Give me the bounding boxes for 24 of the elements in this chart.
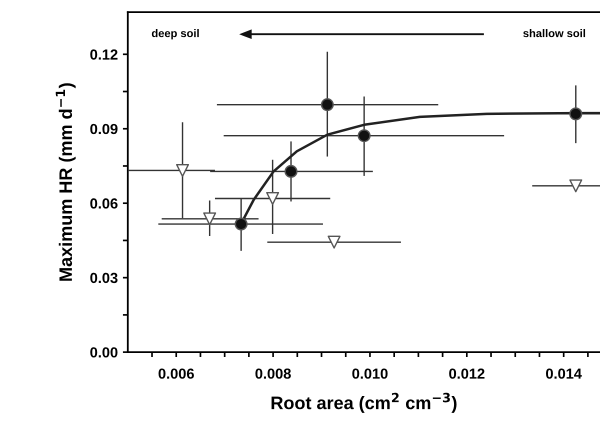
point <box>284 164 298 178</box>
y-tick-label: 0.00 <box>90 347 118 358</box>
point <box>176 164 190 177</box>
point <box>320 98 334 112</box>
point <box>234 218 248 231</box>
y-axis-title: Maximum HR (mm d$^{−1}$) <box>56 83 76 281</box>
point <box>328 236 341 249</box>
point <box>266 192 280 205</box>
x-tick-label: 0.008 <box>255 368 291 379</box>
x-tick-label: 0.006 <box>158 368 194 379</box>
x-tick-label: 0.012 <box>449 368 484 379</box>
point <box>358 129 371 142</box>
x-tick-label: 0.010 <box>352 368 388 379</box>
x-tick-label: 0.014 <box>546 368 582 379</box>
annotation: shallow soil <box>523 29 586 38</box>
point <box>569 179 582 192</box>
point <box>569 107 582 120</box>
y-tick-label: 0.06 <box>90 198 118 209</box>
y-tick-label: 0.03 <box>90 272 118 284</box>
y-tick-label: 0.12 <box>90 49 118 60</box>
x-axis-title: Root area (cm$^{2}$ cm$^{−3}$) <box>272 392 457 413</box>
y-tick-label: 0.09 <box>90 124 118 134</box>
annotation: deep soil <box>152 29 199 40</box>
point <box>203 212 216 226</box>
